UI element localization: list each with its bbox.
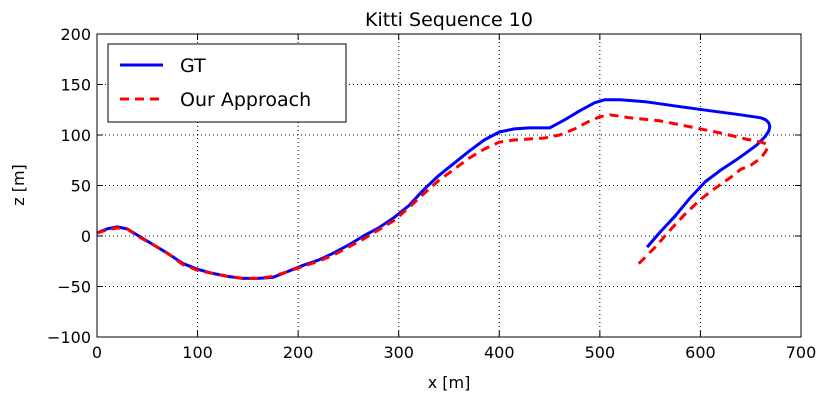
y-tick-label: −50 — [57, 278, 91, 297]
x-tick-label: 600 — [685, 343, 716, 362]
x-tick-label: 100 — [182, 343, 213, 362]
series-layer — [96, 98, 772, 280]
grid-layer — [97, 34, 801, 337]
chart-title: Kitti Sequence 10 — [365, 9, 533, 31]
series-line-gt — [96, 98, 772, 280]
x-tick-label: 400 — [484, 343, 515, 362]
x-tick-label: 200 — [283, 343, 314, 362]
legend: GT Our Approach — [107, 43, 347, 123]
x-tick-label: 700 — [786, 343, 817, 362]
y-tick-label: 100 — [60, 126, 91, 145]
legend-label-our-approach: Our Approach — [180, 89, 311, 111]
x-tick-label: 500 — [585, 343, 616, 362]
y-axis-label: z [m] — [9, 164, 28, 206]
y-tick-label: 50 — [71, 177, 91, 196]
x-axis-label: x [m] — [428, 373, 471, 392]
x-tick-label: 0 — [92, 343, 102, 362]
y-tick-label: 0 — [81, 227, 91, 246]
y-tick-label: 150 — [60, 76, 91, 95]
axes-layer: 0 100 200 300 400 500 600 700 −100 −50 0 50 100 150 20… — [47, 25, 816, 362]
y-tick-label: −100 — [47, 328, 91, 347]
y-tick-label: 200 — [60, 25, 91, 44]
series-line-our-approach — [96, 113, 770, 280]
legend-frame — [107, 43, 347, 123]
x-tick-label: 300 — [383, 343, 414, 362]
legend-label-gt: GT — [180, 55, 206, 77]
